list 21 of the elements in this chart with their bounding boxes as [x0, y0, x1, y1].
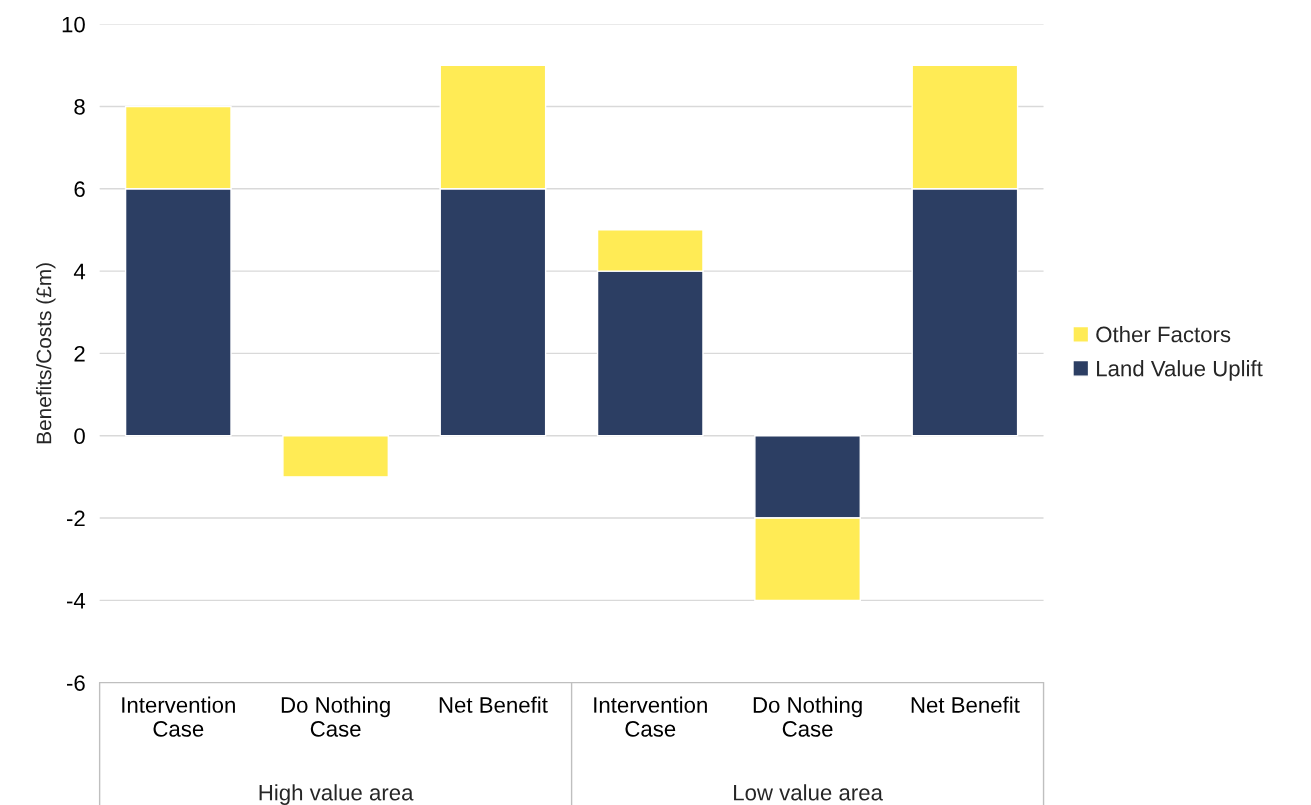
x-tick-label: Net Benefit — [911, 696, 1020, 713]
y-tick-label: 8 — [74, 99, 85, 115]
y-tick-label: 4 — [73, 263, 86, 280]
bar — [282, 435, 390, 478]
y-tick-label: 10 — [62, 16, 85, 33]
y-tick-label: -4 — [66, 593, 86, 609]
text: Low value area — [734, 784, 883, 801]
x-tick-label: Do Nothing Case — [753, 696, 862, 737]
legend-label: Other Factors — [1096, 326, 1231, 343]
y-tick-label: 0 — [74, 428, 85, 444]
y-tick-label: 6 — [74, 181, 85, 198]
y-tick-label: 2 — [74, 345, 85, 362]
x-tick-label: Do Nothing Case — [281, 696, 390, 737]
text: High value area — [259, 784, 414, 805]
legend-label: Land Value Uplift — [1097, 360, 1263, 381]
y-tick-label: -2 — [66, 510, 85, 527]
x-tick-label: Net Benefit — [439, 696, 548, 713]
y-axis-title: Benefits/Costs (£m) — [36, 263, 56, 444]
y-tick-label: -6 — [66, 675, 85, 691]
x-tick-label: Intervention Case — [594, 696, 707, 737]
x-tick-label: Intervention Case — [122, 696, 235, 737]
